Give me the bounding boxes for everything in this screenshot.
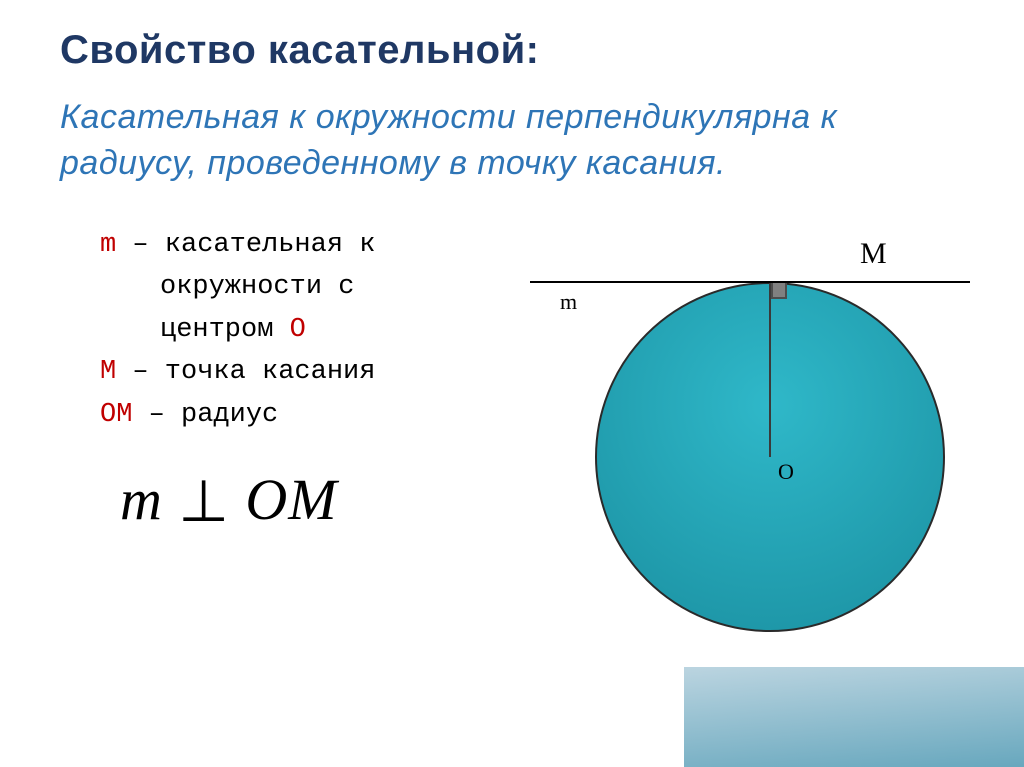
formula-right: OM: [245, 467, 337, 532]
formula: m ⊥ OM: [120, 461, 520, 539]
label-M: M: [860, 237, 887, 271]
title-block: Свойство касательной: Касательная к окру…: [0, 0, 1024, 187]
def-5-text: – радиус: [132, 400, 278, 430]
sym-O: О: [290, 315, 306, 345]
sym-m: m: [100, 230, 116, 260]
radius-line: [769, 283, 771, 457]
subtitle-text: Касательная к окружности перпендикулярна…: [60, 98, 837, 182]
def-line-4: М – точка касания: [100, 354, 520, 390]
corner-decoration: [684, 667, 1024, 767]
diagram: M m O: [520, 227, 984, 687]
def-line-2: окружности с: [100, 269, 520, 305]
def-4-text: – точка касания: [116, 357, 375, 387]
def-3-text: центром: [160, 315, 290, 345]
perpendicular-marker: [771, 283, 787, 299]
perp-symbol: ⊥: [178, 469, 230, 534]
def-line-3: центром О: [100, 312, 520, 348]
title-text: Свойство касательной:: [60, 28, 540, 72]
label-O: O: [778, 459, 794, 485]
label-m: m: [560, 289, 577, 315]
sym-M: М: [100, 357, 116, 387]
content-row: m – касательная к окружности с центром О…: [0, 187, 1024, 687]
definitions-block: m – касательная к окружности с центром О…: [100, 227, 520, 687]
tangent-line: [530, 281, 970, 283]
def-line-5: ОМ – радиус: [100, 397, 520, 433]
def-1-text: – касательная к: [116, 230, 375, 260]
formula-left: m: [120, 467, 163, 532]
sym-OM: ОМ: [100, 400, 132, 430]
slide-subtitle: Касательная к окружности перпендикулярна…: [60, 95, 984, 187]
slide-title: Свойство касательной:: [60, 28, 984, 73]
def-line-1: m – касательная к: [100, 227, 520, 263]
